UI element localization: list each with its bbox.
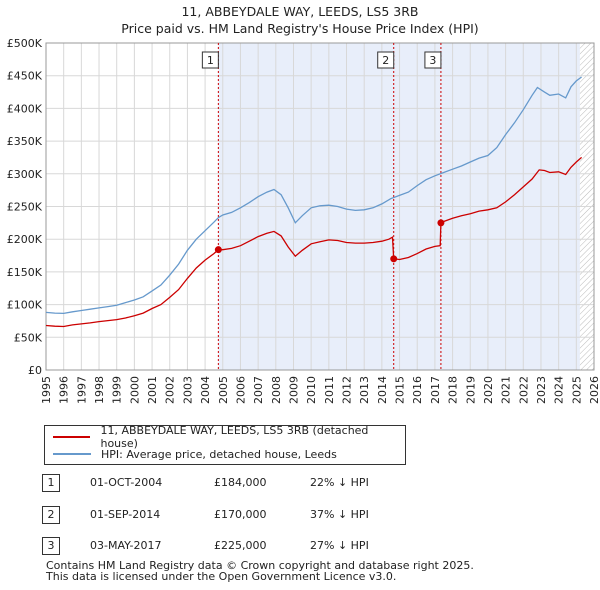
x-tick-label: 2024 [553,376,566,404]
y-tick-label: £50K [14,331,43,344]
x-tick-label: 2000 [128,376,141,404]
x-tick-label: 2023 [535,376,548,404]
transaction-hpi-diff: 27% ↓ HPI [310,539,369,552]
x-tick-label: 2021 [500,376,513,404]
x-tick-label: 2012 [341,376,354,404]
x-tick-label: 2020 [482,376,495,404]
x-tick-label: 2013 [358,376,371,404]
sale-label-box [377,51,395,69]
y-tick-label: £200K [7,233,43,246]
x-tick-label: 1998 [93,376,106,404]
x-tick-label: 2010 [305,376,318,404]
x-tick-label: 2007 [252,376,265,404]
sale-point [214,246,222,254]
table-row: 1 01-OCT-2004 £184,000 22% ↓ HPI [0,474,600,494]
x-tick-label: 2016 [411,376,424,404]
footer-licence: This data is licensed under the Open Gov… [46,570,397,583]
sale-label-box [201,51,219,69]
x-tick-label: 2009 [287,376,300,404]
transaction-price: £184,000 [214,476,267,489]
sale-label: 2 [382,54,389,67]
x-tick-label: 2005 [217,376,230,404]
x-tick-label: 2017 [429,376,442,404]
x-tick-label: 1997 [75,376,88,404]
legend-swatch-property [53,436,91,438]
sale-point [390,255,398,263]
x-tick-label: 2014 [376,376,389,404]
legend-item-property: 11, ABBEYDALE WAY, LEEDS, LS5 3RB (detac… [53,424,405,450]
transaction-hpi-diff: 37% ↓ HPI [310,508,369,521]
chart-title: 11, ABBEYDALE WAY, LEEDS, LS5 3RB [181,4,418,19]
chart-subtitle: Price paid vs. HM Land Registry's House … [121,21,478,36]
y-tick-label: £100K [7,299,43,312]
sale-label-box [424,51,442,69]
legend-swatch-hpi [53,453,91,455]
x-tick-label: 2006 [234,376,247,404]
x-tick-label: 2001 [146,376,159,404]
y-tick-label: £250K [7,201,43,214]
transaction-date: 01-OCT-2004 [90,476,163,489]
legend-label-hpi: HPI: Average price, detached house, Leed… [101,447,337,461]
plot-frame [45,42,595,371]
x-tick-label: 1995 [40,376,53,404]
legend-label-property: 11, ABBEYDALE WAY, LEEDS, LS5 3RB (detac… [100,424,369,450]
y-tick-label: £350K [7,135,43,148]
x-tick-label: 1999 [111,376,124,404]
table-row: 3 03-MAY-2017 £225,000 27% ↓ HPI [0,537,600,557]
legend-item-hpi: HPI: Average price, detached house, Leed… [53,446,337,462]
x-tick-label: 2003 [181,376,194,404]
footer: Contains HM Land Registry data © Crown c… [46,560,474,582]
footer-copyright: Contains HM Land Registry data © Crown c… [46,559,474,572]
x-tick-label: 2008 [270,376,283,404]
price-chart: 11, ABBEYDALE WAY, LEEDS, LS5 3RB Price … [7,4,600,404]
series-line [45,76,582,315]
transaction-number: 1 [42,474,60,492]
sale-label: 3 [429,54,436,67]
transaction-number: 2 [42,506,60,524]
transaction-price: £225,000 [214,539,267,552]
y-tick-label: £150K [7,266,43,279]
transaction-hpi-diff: 22% ↓ HPI [310,476,369,489]
transaction-date: 03-MAY-2017 [90,539,162,552]
x-tick-label: 2004 [199,376,212,404]
x-tick-label: 2022 [517,376,530,404]
x-tick-label: 2025 [570,376,583,404]
x-tick-label: 2015 [394,376,407,404]
y-tick-label: £300K [7,168,43,181]
transaction-date: 01-SEP-2014 [90,508,161,521]
sale-label: 1 [207,54,214,67]
y-tick-label: £500K [7,37,43,50]
transaction-number: 3 [42,537,60,555]
x-tick-label: 2018 [447,376,460,404]
transaction-price: £170,000 [214,508,267,521]
x-tick-label: 1996 [58,376,71,404]
y-tick-label: £0 [28,364,42,377]
series-line [45,156,583,328]
x-tick-label: 2002 [164,376,177,404]
x-tick-label: 2026 [588,376,600,404]
legend: 11, ABBEYDALE WAY, LEEDS, LS5 3RB (detac… [44,424,406,465]
x-tick-label: 2019 [464,376,477,404]
y-tick-label: £400K [7,102,43,115]
sale-point [437,219,445,227]
x-tick-label: 2011 [323,376,336,404]
table-row: 2 01-SEP-2014 £170,000 37% ↓ HPI [0,506,600,526]
y-tick-label: £450K [7,70,43,83]
